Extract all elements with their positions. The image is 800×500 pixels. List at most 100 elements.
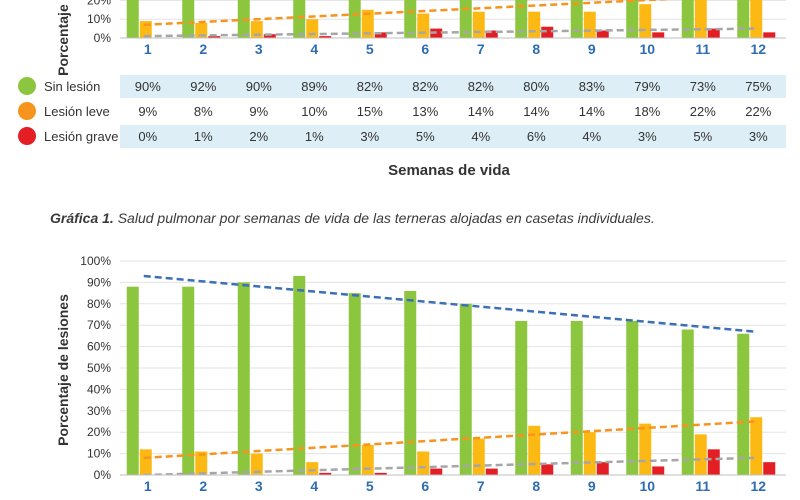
bar [570,320,583,475]
x-tick-label: 7 [477,478,485,494]
y-axis-title: Porcentaje de lesiones [55,294,71,446]
data-table-1: Sin lesión 90% 92% 90% 89% 82% 82% 82% 80% 83% 79%… [18,75,786,148]
category-strip [120,475,786,495]
bar [182,286,195,475]
bar [583,432,596,475]
table-cell: 22% [745,104,771,119]
bar [319,472,332,475]
y-tick-label: 20% [87,425,111,439]
bar [485,30,498,38]
x-tick-label: 1 [144,41,152,57]
bar [528,425,541,475]
bar [361,445,374,475]
table-cell: 80% [523,79,549,94]
bar [515,320,528,475]
trendline [143,0,674,27]
bar [681,329,694,475]
row-label: Sin lesión [44,79,100,94]
chart-1: 0%10%20%Porcentaje de lesiones 1 2 3 4 5 6 7 8 9 1… [55,0,786,76]
x-tick-label: 4 [310,41,318,57]
table-cell: 9% [249,104,268,119]
bar [515,0,528,38]
trendline [143,456,755,477]
legend-marker [18,127,36,145]
table-row-bg [120,125,786,148]
legend-marker [18,102,36,120]
bar [626,320,639,475]
table-cell: 3% [749,129,768,144]
x-tick-label: 12 [750,478,766,494]
bar [541,26,554,38]
bar [459,303,472,475]
bar [404,0,417,38]
x-tick-label: 2 [199,41,207,57]
bar [652,466,665,475]
y-tick-label: 80% [87,297,111,311]
table-cell: 9% [138,104,157,119]
x-tick-label: 8 [532,41,540,57]
x-tick-label: 4 [310,478,318,494]
bar [763,462,776,475]
y-tick-label: 70% [87,318,111,332]
table-cell: 18% [634,104,660,119]
chart-2: 0% 10% 20% 30% 40% 50% 60% 70% 80% 90% 100% Porcent… [55,254,786,495]
bar [750,0,763,39]
category-strip [120,38,786,58]
x-axis-title: Semanas de vida [388,162,510,179]
y-tick-label: 10% [87,12,111,26]
table-cell: 1% [305,129,324,144]
x-tick-label: 5 [366,478,374,494]
table-cell: 8% [194,104,213,119]
bar [293,0,306,38]
table-cell: 90% [246,79,272,94]
bar [237,282,250,475]
bar [639,4,652,38]
bar [639,423,652,475]
table-cell: 75% [745,79,771,94]
bar [263,34,276,38]
bar [763,32,776,38]
table-cell: 4% [582,129,601,144]
table-cell: 90% [135,79,161,94]
bar [417,13,430,38]
bar [694,0,707,39]
bar [707,28,720,38]
bar [208,36,221,38]
y-tick-label: 30% [87,404,111,418]
row-label: Lesión leve [44,104,110,119]
bar [472,11,485,38]
row-label: Lesión grave [44,129,118,144]
bar [681,0,694,39]
bar [737,333,750,475]
caption-text: Salud pulmonar por semanas de vida de la… [113,210,655,226]
x-tick-label: 10 [639,41,655,57]
table-cell: 0% [138,129,157,144]
table-cell: 3% [638,129,657,144]
x-tick-label: 7 [477,41,485,57]
bar [348,293,361,475]
y-tick-label: 50% [87,361,111,375]
bar [348,0,361,38]
table-cell: 5% [416,129,435,144]
x-tick-label: 11 [695,41,710,57]
bar [707,449,720,475]
trendline [143,27,755,38]
y-tick-label: 0% [94,31,112,45]
trendline [143,274,755,333]
bar [485,468,498,475]
y-tick-label: 60% [87,340,111,354]
bar [195,451,208,475]
bar [750,417,763,475]
table-cell: 1% [194,129,213,144]
table-cell: 3% [360,129,379,144]
y-axis-title: Porcentaje de lesiones [55,0,71,76]
table-cell: 79% [634,79,660,94]
x-tick-label: 3 [255,41,263,57]
bar [528,11,541,38]
table-cell: 6% [527,129,546,144]
bar [404,290,417,475]
x-tick-label: 5 [366,41,374,57]
table-cell: 13% [412,104,438,119]
x-tick-label: 2 [199,478,207,494]
